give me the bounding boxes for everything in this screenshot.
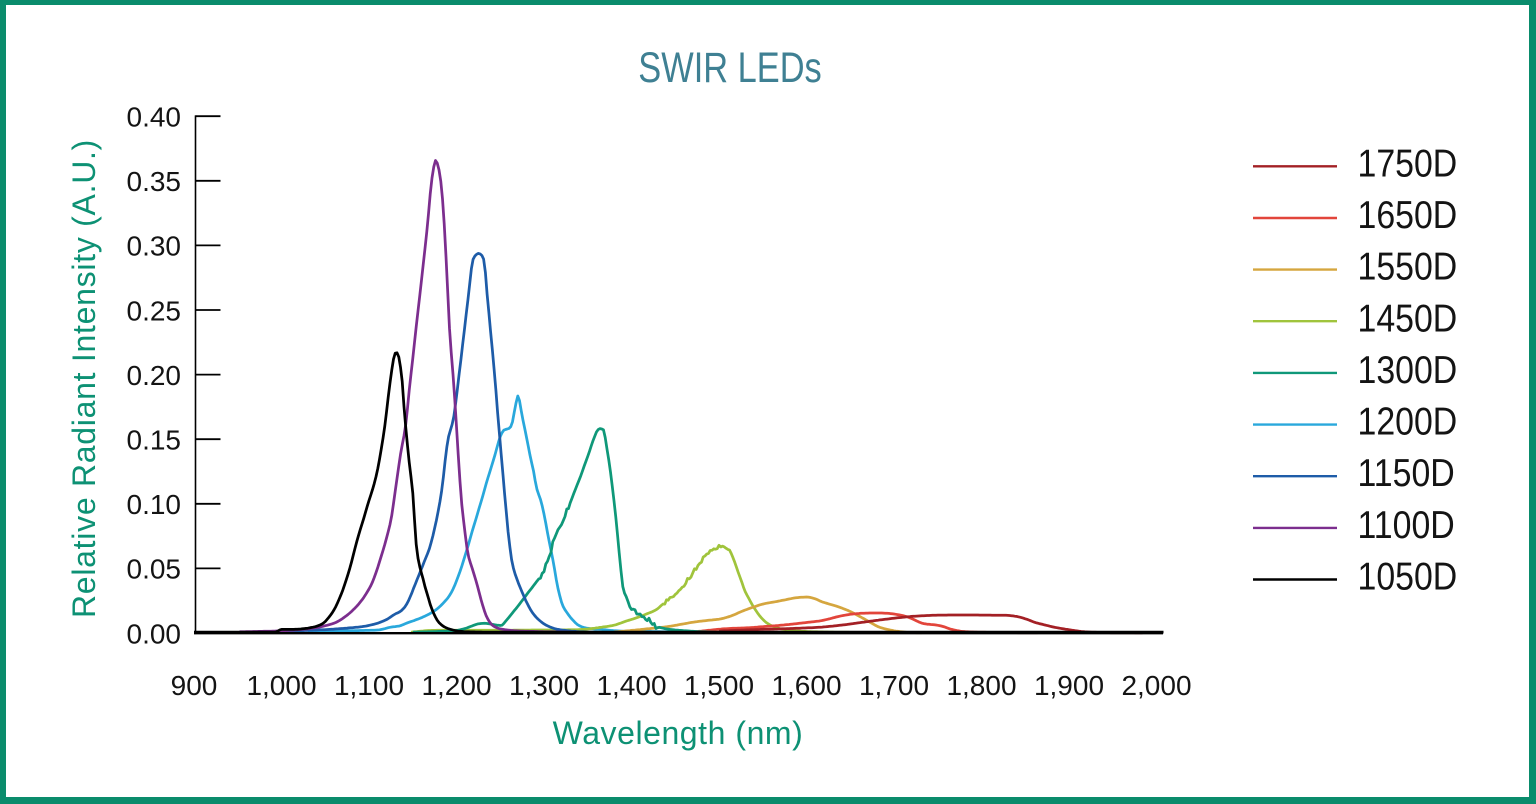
svg-text:0.35: 0.35 — [127, 166, 182, 197]
svg-text:0.40: 0.40 — [127, 102, 182, 133]
svg-text:900: 900 — [171, 670, 218, 701]
svg-text:1,600: 1,600 — [771, 670, 841, 701]
svg-text:1750D: 1750D — [1358, 141, 1458, 185]
svg-text:SWIR LEDs: SWIR LEDs — [638, 44, 821, 91]
svg-text:1550D: 1550D — [1358, 244, 1458, 288]
svg-text:1150D: 1150D — [1358, 451, 1455, 495]
svg-text:0.25: 0.25 — [127, 295, 182, 326]
svg-text:1450D: 1450D — [1358, 296, 1458, 340]
svg-text:Relative Radiant Intensity (A.: Relative Radiant Intensity (A.U.) — [66, 139, 102, 618]
svg-text:1,000: 1,000 — [246, 670, 316, 701]
svg-text:Wavelength (nm): Wavelength (nm) — [553, 715, 804, 751]
svg-text:1,200: 1,200 — [421, 670, 491, 701]
svg-text:1,400: 1,400 — [596, 670, 666, 701]
svg-text:1650D: 1650D — [1358, 193, 1458, 237]
svg-text:1,500: 1,500 — [684, 670, 754, 701]
svg-text:1,300: 1,300 — [509, 670, 579, 701]
svg-text:0.30: 0.30 — [127, 231, 182, 262]
svg-text:2,000: 2,000 — [1121, 670, 1191, 701]
svg-text:1100D: 1100D — [1358, 503, 1455, 547]
svg-text:1050D: 1050D — [1358, 554, 1458, 598]
svg-text:0.05: 0.05 — [127, 554, 182, 585]
svg-text:0.10: 0.10 — [127, 489, 182, 520]
svg-text:1,700: 1,700 — [859, 670, 929, 701]
svg-text:1200D: 1200D — [1358, 399, 1458, 443]
svg-text:1,900: 1,900 — [1034, 670, 1104, 701]
svg-text:0.00: 0.00 — [127, 618, 182, 649]
svg-text:1,100: 1,100 — [334, 670, 404, 701]
svg-text:0.15: 0.15 — [127, 425, 182, 456]
svg-text:0.20: 0.20 — [127, 360, 182, 391]
svg-text:1,800: 1,800 — [946, 670, 1016, 701]
svg-text:1300D: 1300D — [1358, 348, 1458, 392]
